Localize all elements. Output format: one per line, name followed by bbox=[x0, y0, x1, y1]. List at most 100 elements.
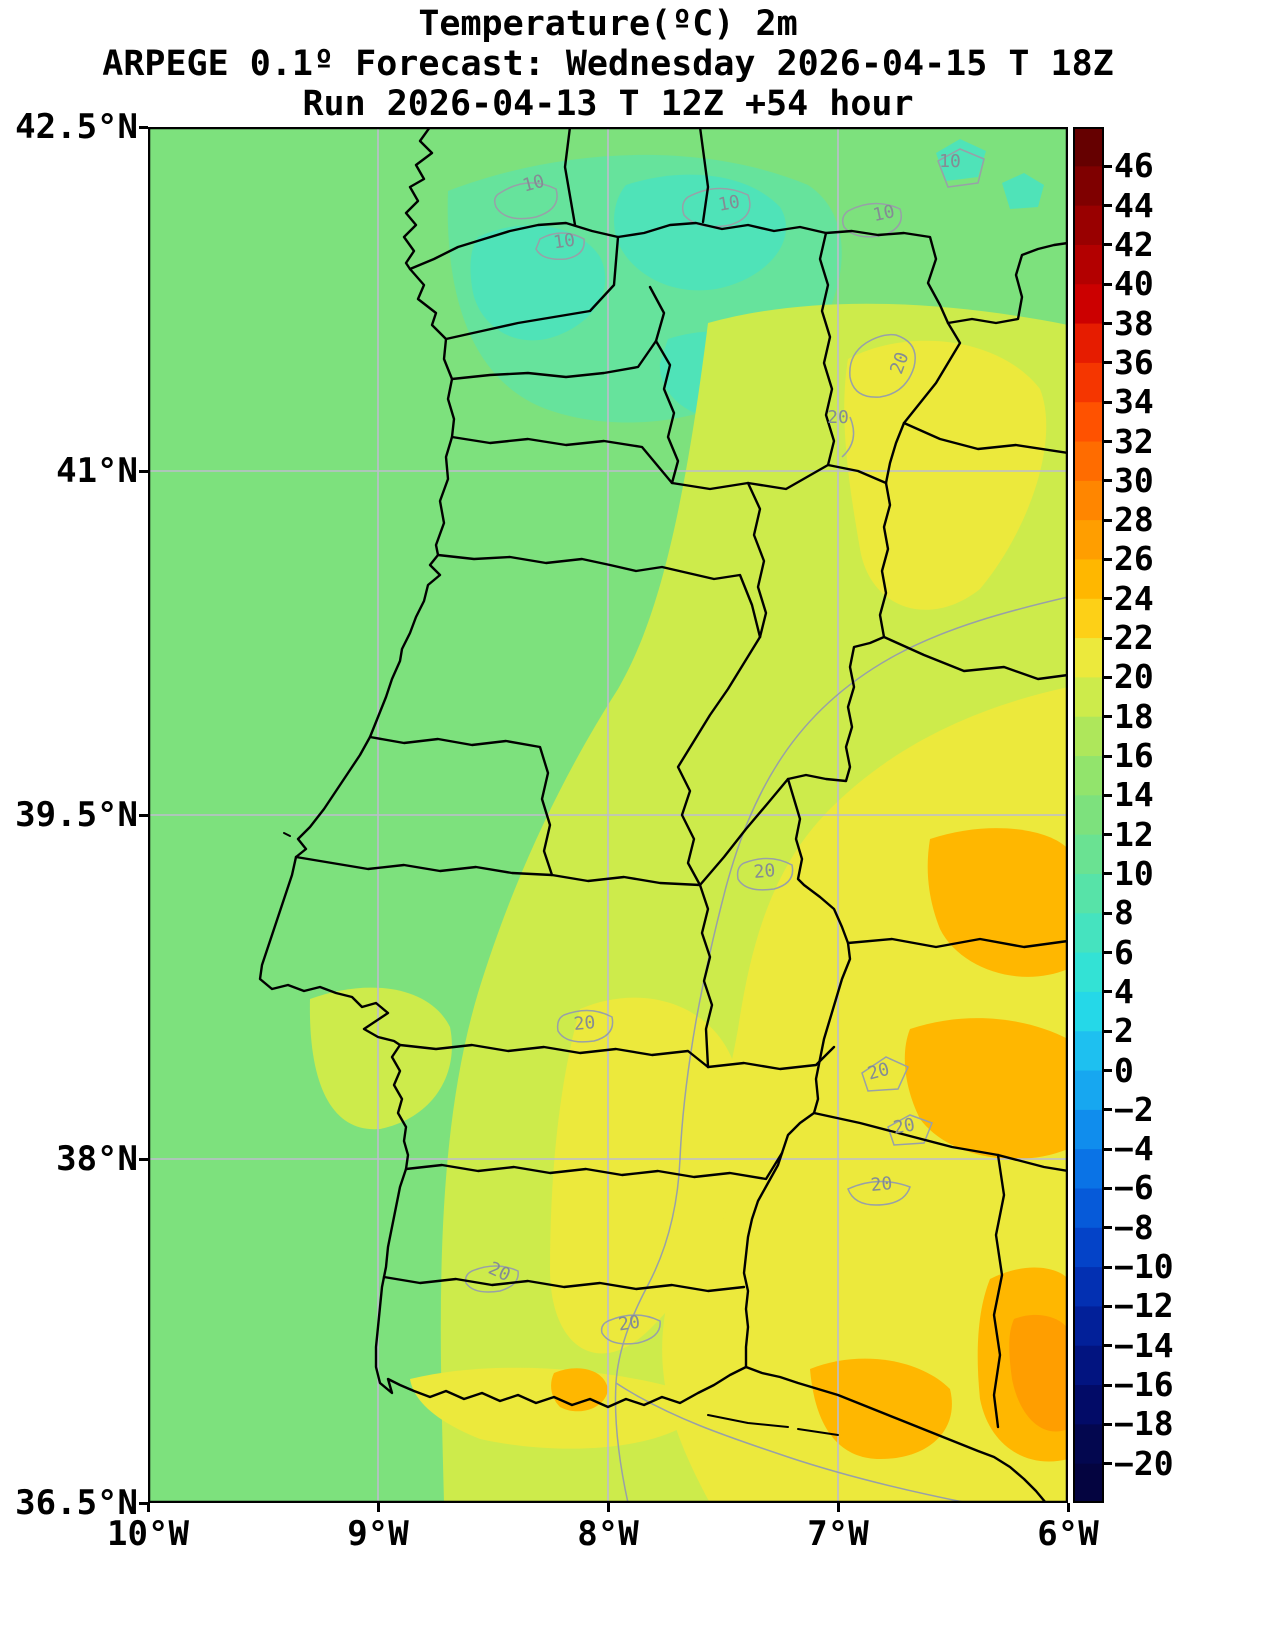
colorbar-tick-mark bbox=[1104, 990, 1112, 994]
x-tick-label: 6°W bbox=[1037, 1514, 1099, 1554]
colorbar-band bbox=[1073, 677, 1104, 718]
y-tick-label: 39.5°N bbox=[15, 795, 138, 835]
chart-subtitle: ARPEGE 0.1º Forecast: Wednesday 2026-04-… bbox=[102, 44, 1114, 84]
colorbar-tick-label: −12 bbox=[1114, 1286, 1174, 1326]
contour-line-20 bbox=[614, 596, 1068, 1503]
colorbar-band bbox=[1073, 1109, 1104, 1150]
colorbar-tick-label: 16 bbox=[1114, 736, 1154, 776]
district-boundary bbox=[818, 231, 836, 467]
spanish-province-boundary bbox=[698, 127, 710, 224]
district-boundary bbox=[294, 777, 790, 887]
colorbar-tick-mark bbox=[1104, 1029, 1112, 1033]
contour-label: 10 bbox=[939, 151, 961, 172]
contour-label: 10 bbox=[717, 191, 742, 215]
colorbar-band bbox=[1073, 323, 1104, 364]
colorbar-tick-mark bbox=[1104, 164, 1112, 168]
border-portugal-spain-east bbox=[742, 321, 962, 1369]
x-tick-label: 10°W bbox=[107, 1514, 189, 1554]
colorbar-tick-label: −14 bbox=[1114, 1325, 1174, 1365]
colorbar-tick-mark bbox=[1104, 597, 1112, 601]
temp-region-warm-group bbox=[309, 303, 1068, 1503]
colorbar-tick-mark bbox=[1104, 636, 1112, 640]
contour-label: 20 bbox=[827, 407, 849, 428]
colorbar-band bbox=[1073, 638, 1104, 678]
contour-line-20 bbox=[887, 1114, 933, 1146]
x-tick-mark bbox=[1066, 1503, 1070, 1512]
y-tick-label: 42.5°N bbox=[15, 107, 138, 147]
y-tick-label: 41°N bbox=[56, 451, 138, 491]
colorbar-band bbox=[1073, 834, 1104, 875]
colorbar-band bbox=[1073, 1306, 1104, 1347]
colorbar-tick-mark bbox=[1104, 1383, 1112, 1387]
temp-region-cool bbox=[614, 174, 787, 291]
colorbar-band bbox=[1073, 1424, 1104, 1465]
colorbar-tick-mark bbox=[1104, 204, 1112, 208]
y-tick-mark bbox=[139, 125, 148, 129]
colorbar-tick-label: 28 bbox=[1114, 500, 1154, 540]
colorbar-tick-mark bbox=[1104, 833, 1112, 837]
colorbar-band bbox=[1073, 1345, 1104, 1386]
temp-region-yellow-green bbox=[309, 987, 452, 1130]
spanish-province-boundary bbox=[846, 937, 1068, 949]
colorbar-band bbox=[1073, 913, 1104, 954]
contour-label: 10 bbox=[871, 201, 897, 226]
contour-label: 10 bbox=[552, 230, 576, 254]
contour-line-10 bbox=[937, 148, 985, 188]
colorbar-band bbox=[1073, 1385, 1104, 1425]
colorbar-tick-mark bbox=[1104, 793, 1112, 797]
y-tick-mark bbox=[139, 1157, 148, 1161]
colorbar-band bbox=[1073, 991, 1104, 1032]
contour-label: 20 bbox=[753, 860, 776, 883]
district-boundary bbox=[676, 635, 762, 887]
contour-line-20 bbox=[615, 1382, 969, 1503]
colorbar-tick-label: 20 bbox=[1114, 657, 1154, 697]
colorbar-tick-label: 42 bbox=[1114, 224, 1154, 264]
y-tick-mark bbox=[139, 1501, 148, 1505]
colorbar-tick-label: 8 bbox=[1114, 893, 1134, 933]
colorbar-tick-label: 22 bbox=[1114, 618, 1154, 658]
district-boundary bbox=[746, 481, 768, 639]
colorbar-band bbox=[1073, 1267, 1104, 1308]
colorbar-tick-mark bbox=[1104, 361, 1112, 365]
map-plot: 10 10 10 10 10 20 20 20 20 20 20 20 20 20 bbox=[148, 127, 1068, 1503]
colorbar-tick-mark bbox=[1104, 322, 1112, 326]
contour-label: 20 bbox=[617, 1312, 641, 1336]
colorbar-tick-mark bbox=[1104, 243, 1112, 247]
colorbar-band bbox=[1073, 1070, 1104, 1111]
temp-region-yellow bbox=[844, 340, 1047, 610]
colorbar-tick-label: 26 bbox=[1114, 539, 1154, 579]
boundaries bbox=[258, 127, 1068, 1503]
plot-border bbox=[148, 127, 1068, 1503]
contour-lines bbox=[464, 148, 1068, 1503]
colorbar-tick-label: −20 bbox=[1114, 1443, 1174, 1483]
spanish-province-boundary bbox=[902, 421, 1068, 455]
y-tick-mark bbox=[139, 813, 148, 817]
colorbar-tick-mark bbox=[1104, 1304, 1112, 1308]
x-tick-label: 7°W bbox=[807, 1514, 869, 1554]
colorbar-band bbox=[1073, 598, 1104, 639]
y-tick-label: 38°N bbox=[56, 1139, 138, 1179]
colorbar-band bbox=[1073, 952, 1104, 993]
colorbar-tick-label: 18 bbox=[1114, 696, 1154, 736]
colorbar-outline bbox=[1073, 127, 1104, 1503]
colorbar-tick-label: −4 bbox=[1114, 1129, 1154, 1169]
colorbar-band bbox=[1073, 559, 1104, 600]
title-block: Temperature(ºC) 2m ARPEGE 0.1º Forecast:… bbox=[0, 4, 1216, 124]
colorbar-tick-label: −18 bbox=[1114, 1404, 1174, 1444]
gridlines bbox=[148, 127, 1068, 1503]
colorbar-tick-mark bbox=[1104, 518, 1112, 522]
colorbar-tick-mark bbox=[1104, 1186, 1112, 1190]
district-boundary bbox=[398, 1043, 710, 1069]
colorbar-tick-label: 10 bbox=[1114, 853, 1154, 893]
chart-title: Temperature(ºC) 2m bbox=[418, 4, 798, 44]
contour-label: 20 bbox=[870, 1173, 893, 1196]
temp-region-deep-orange bbox=[1009, 1314, 1068, 1432]
colorbar-band bbox=[1073, 1188, 1104, 1229]
barrier-island bbox=[797, 1428, 839, 1436]
colorbar-tick-label: 24 bbox=[1114, 578, 1154, 618]
colorbar-tick-label: 12 bbox=[1114, 814, 1154, 854]
colorbar-band bbox=[1073, 402, 1104, 443]
coastline bbox=[258, 127, 1048, 1503]
district-boundary bbox=[404, 1151, 784, 1181]
temp-region-cool bbox=[936, 139, 986, 181]
